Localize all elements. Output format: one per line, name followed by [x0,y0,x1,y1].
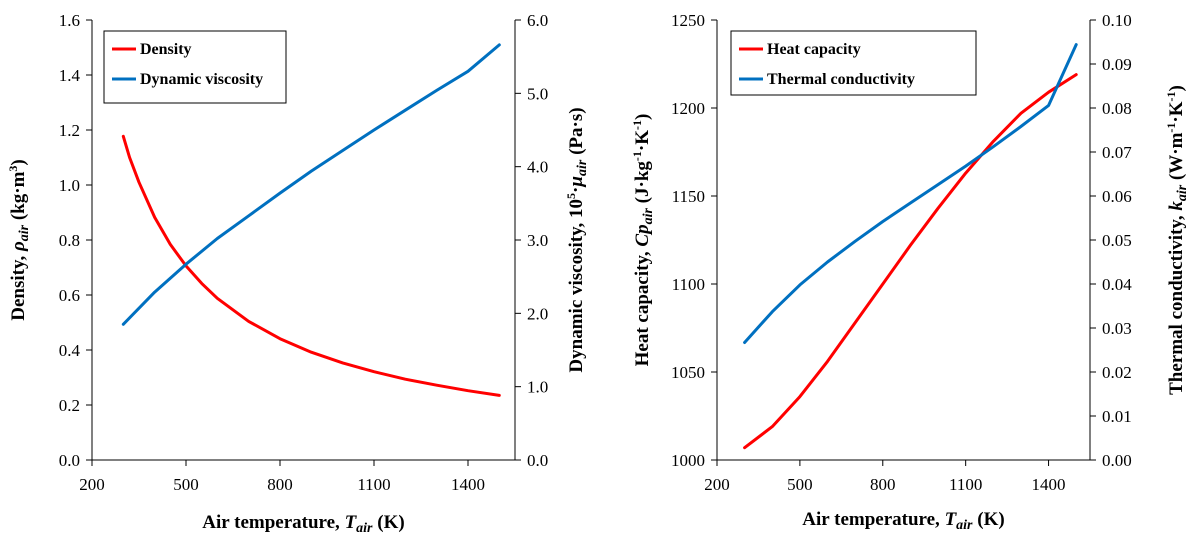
y-left-tick-label: 1.4 [59,66,81,85]
y-left-tick-label: 1000 [671,451,705,470]
y-left-tick-label: 1150 [672,187,705,206]
y-right-tick-label: 0.04 [1102,275,1132,294]
y-left-tick-label: 1050 [671,363,705,382]
legend-label: Thermal conductivity [767,71,915,88]
x-axis-label: Air temperature, Tair (K) [802,509,1004,533]
x-tick-label: 1400 [451,475,485,494]
legend-label: Heat capacity [767,41,861,58]
y-right-tick-label: 0.01 [1102,407,1132,426]
y-right-tick-label: 5.0 [527,84,548,103]
x-tick-label: 1100 [949,475,982,494]
y-right-axis-label: Dynamic viscosity, 105·μair (Pa·s) [564,107,590,372]
series-line-density [121,134,501,397]
x-tick-label: 800 [870,475,896,494]
y-right-tick-label: 3.0 [527,231,548,250]
legend-box [730,30,977,96]
y-left-tick-label: 0.6 [59,286,80,305]
y-left-tick-label: 1200 [671,99,705,118]
chart-2: 200 500 800 1100 1400 1000 1050 1100 1150 1200 125… [630,11,1190,533]
y-left-tick-label: 0.2 [59,396,80,415]
y-left-tick-label: 1.6 [59,11,80,30]
x-tick-label: 800 [267,475,293,494]
y-right-tick-label: 0.07 [1102,143,1132,162]
y-left-tick-label: 1.0 [59,176,80,195]
x-tick-label: 1400 [1032,475,1066,494]
x-tick-label: 200 [79,475,105,494]
y-right-tick-label: 4.0 [527,158,548,177]
y-right-tick-label: 0.02 [1102,363,1132,382]
y-left-tick-label: 0.0 [59,451,80,470]
series-line-heat-capacity [743,73,1078,450]
legend-box [103,30,287,104]
y-right-tick-label: 0.05 [1102,231,1132,250]
chart-1: 200 500 800 1100 1400 0.0 0.2 0.4 0.6 0.8 1.0 1.2 1.… [6,11,590,536]
y-right-tick-label: 0.08 [1102,99,1132,118]
y-left-tick-label: 0.8 [59,231,80,250]
y-right-tick-label: 6.0 [527,11,548,30]
series-line-dynamic-viscosity [121,43,501,326]
y-right-tick-label: 2.0 [527,304,548,323]
y-right-tick-label: 0.06 [1102,187,1132,206]
y-right-tick-label: 0.00 [1102,451,1132,470]
x-tick-label: 200 [704,475,730,494]
y-right-tick-label: 1.0 [527,378,548,397]
y-left-tick-label: 1100 [672,275,705,294]
y-right-tick-label: 0.10 [1102,11,1132,30]
legend: Heat capacity Thermal conductivity [730,30,977,96]
y-left-axis-label: Heat capacity, Cpair (J·kg-1·K-1) [630,114,656,367]
y-right-axis-label: Thermal conductivity, kair (W·m-1·K-1) [1164,85,1190,395]
y-right-tick-label: 0.09 [1102,55,1132,74]
x-tick-label: 1100 [357,475,390,494]
x-tick-label: 500 [173,475,199,494]
y-left-tick-label: 0.4 [59,341,81,360]
legend-label: Dynamic viscosity [140,71,263,88]
y-left-tick-label: 1250 [671,11,705,30]
y-right-tick-label: 0.0 [527,451,548,470]
legend: Density Dynamic viscosity [103,30,287,104]
series-line-thermal-conductivity [743,43,1078,344]
x-axis-label: Air temperature, Tair (K) [202,512,404,536]
y-left-axis-label: Density, ρair (kg·m3) [6,159,32,320]
legend-label: Density [140,41,192,58]
y-right-tick-label: 0.03 [1102,319,1132,338]
x-tick-label: 500 [787,475,813,494]
y-left-tick-label: 1.2 [59,121,80,140]
